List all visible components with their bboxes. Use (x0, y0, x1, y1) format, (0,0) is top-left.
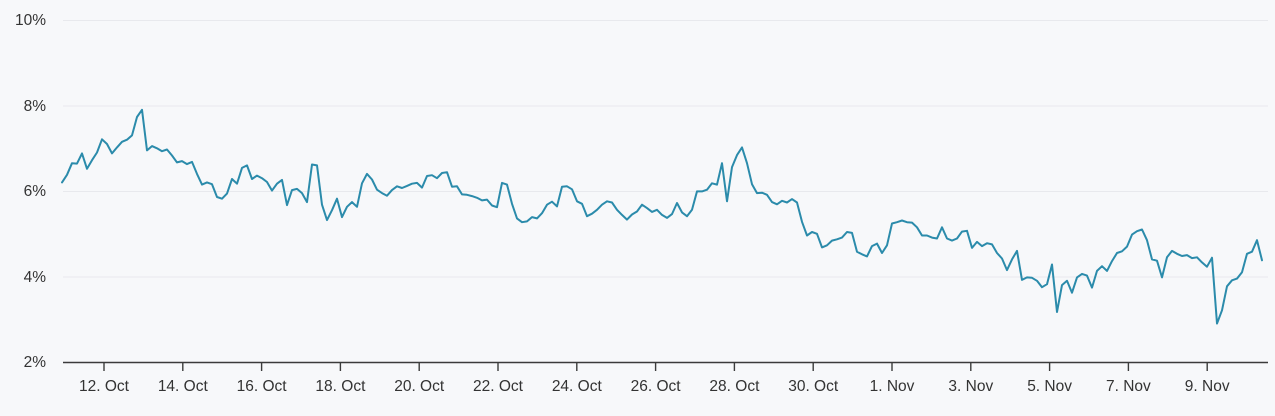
x-axis-label: 20. Oct (394, 378, 445, 395)
x-axis-label: 24. Oct (551, 378, 602, 395)
y-axis-label: 10% (14, 12, 46, 29)
x-axis-label: 18. Oct (315, 378, 366, 395)
x-axis-label: 22. Oct (473, 378, 523, 395)
y-axis-label: 6% (23, 183, 46, 200)
x-axis-label: 30. Oct (788, 378, 839, 395)
x-axis-label: 1. Nov (869, 378, 915, 395)
x-axis-label: 26. Oct (630, 378, 681, 395)
y-axis-label: 2% (23, 354, 46, 371)
x-axis-label: 3. Nov (948, 378, 994, 395)
series-line[interactable] (61, 108, 1263, 325)
x-axis-label: 5. Nov (1027, 378, 1072, 395)
x-axis-label: 28. Oct (709, 378, 760, 395)
x-axis-label: 16. Oct (236, 378, 287, 395)
x-axis-label: 9. Nov (1184, 378, 1230, 395)
x-axis-label: 12. Oct (79, 378, 129, 395)
x-axis-label: 7. Nov (1105, 378, 1151, 395)
x-axis-label: 14. Oct (157, 378, 208, 395)
y-axis-label: 4% (23, 268, 46, 286)
y-axis-label: 8% (23, 97, 46, 115)
